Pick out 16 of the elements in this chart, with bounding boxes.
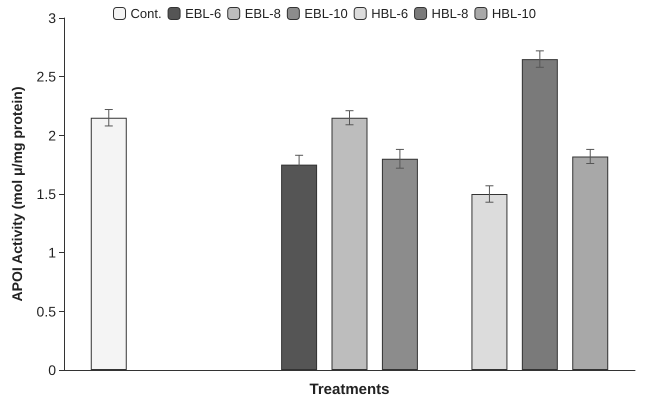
x-axis-title: Treatments xyxy=(309,381,390,398)
y-tick-label: 2.5 xyxy=(36,68,56,85)
legend-label: HBL-10 xyxy=(492,6,536,21)
y-tick-label: 2 xyxy=(48,127,56,144)
y-tick-label: 1 xyxy=(48,244,56,261)
y-tick-label: 3 xyxy=(48,10,56,26)
legend-label: HBL-6 xyxy=(371,6,408,21)
y-tick-label: 0.5 xyxy=(36,303,56,320)
legend-label: EBL-10 xyxy=(304,6,348,21)
legend-label: EBL-8 xyxy=(244,6,281,21)
y-tick-label: 0 xyxy=(48,362,56,378)
legend-label: EBL-6 xyxy=(185,6,222,21)
y-tick-label: 1.5 xyxy=(36,186,56,202)
legend-label: Cont. xyxy=(130,6,162,21)
y-axis-title: APOI Activity (mol μ/mg protein) xyxy=(9,86,25,302)
legend-label: HBL-8 xyxy=(432,6,468,21)
